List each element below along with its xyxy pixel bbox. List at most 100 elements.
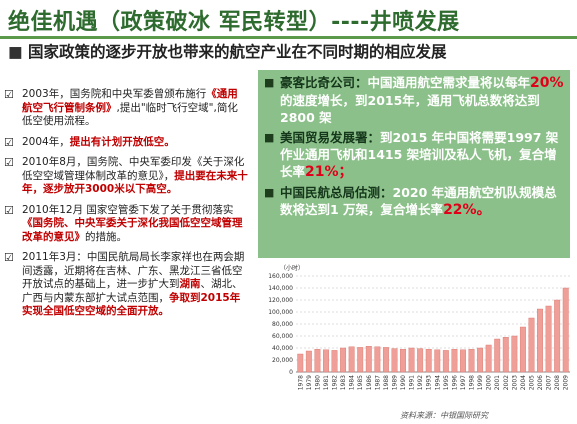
x-tick-label: 1982: [332, 375, 339, 390]
x-tick-label: 1996: [451, 375, 458, 390]
forecast-item: 美国贸易发展署：到2015 年中国将需要1997 架作业通用飞机和1415 架培…: [264, 129, 564, 181]
y-tick-label: 160,000: [268, 273, 293, 280]
forecast-source: 豪客比奇公司：: [280, 75, 368, 90]
x-tick-label: 2007: [546, 375, 553, 390]
bar: [391, 348, 398, 373]
bar: [519, 326, 526, 373]
forecast-source: 中国民航总局估测：: [280, 185, 393, 200]
title-rule: [0, 36, 577, 39]
text-run: 2010年8月，国务院、中央军委印发《关于深化低空空域管理体制改革的意见》，: [22, 156, 245, 182]
x-tick-label: 1989: [391, 375, 398, 390]
emphasis-text: 争取到2015年实现全国低空空域的全面开放。: [22, 291, 241, 318]
x-tick-label: 1979: [306, 375, 313, 390]
forecast-source: 美国贸易发展署：: [280, 130, 381, 145]
y-tick-label: 80,000: [272, 321, 293, 328]
bar: [494, 338, 501, 373]
bar: [511, 335, 518, 373]
emphasis-text: 湖南: [179, 278, 201, 290]
y-tick-label: 0: [289, 369, 293, 376]
text-run: ,提出"临时飞行空域",简化低空使用流程。: [22, 101, 238, 128]
bar: [374, 346, 381, 373]
x-tick-label: 1999: [477, 375, 484, 390]
bar: [348, 346, 355, 373]
emphasis-text: 提出有计划开放低空。: [69, 135, 175, 148]
x-tick-label: 1990: [400, 375, 407, 390]
policy-list: 2003年，国务院和中央军委曾颁布施行《通用航空飞行管制条例》,提出"临时飞行空…: [4, 88, 248, 326]
bar: [451, 348, 458, 373]
emphasis-text: 《通用航空飞行管制条例》: [22, 88, 238, 114]
forecast-item: 豪客比奇公司：中国通用航空需求量将以每年20% 的速度增长，到2015年，通用飞机…: [264, 74, 564, 126]
x-tick-label: 2000: [486, 375, 493, 390]
bar: [442, 350, 449, 373]
policy-item: 2004年，提出有计划开放低空。: [4, 136, 248, 150]
bar: [331, 350, 338, 373]
bar: [382, 347, 389, 373]
text-run: 、湖北、广西与内蒙东部扩大试点范围，: [22, 278, 243, 304]
bar: [340, 347, 347, 373]
bar: [460, 349, 466, 373]
x-tick-label: 1980: [314, 375, 321, 390]
x-tick-label: 1995: [443, 375, 450, 390]
bar: [314, 348, 321, 373]
policy-item: 2010年12月 国家空管委下发了关于贯彻落实《国务院、中央军委关于深化我国低空…: [4, 204, 248, 245]
x-tick-label: 1987: [374, 375, 381, 390]
forecast-item: 中国民航总局估测：2020 年通用航空机队规模总数将达到1 万架，复合增长率22…: [264, 184, 564, 219]
x-tick-label: 1984: [349, 375, 356, 390]
emphasis-text: 21%；: [305, 164, 353, 180]
emphasis-text: 提出要在未来十年，逐步放开3000米以下高空。: [22, 169, 248, 196]
subtitle: 国家政策的逐步开放也带来的航空产业在不同时期的相应发展: [8, 42, 568, 62]
x-tick-label: 2008: [554, 375, 561, 390]
x-tick-label: 1994: [434, 375, 441, 390]
text-run: 的速度增长，到2015年，通用飞机总数将达到2800 架: [280, 93, 540, 125]
x-tick-label: 1988: [383, 375, 390, 390]
x-tick-label: 1981: [323, 375, 330, 390]
bar: [545, 305, 552, 373]
x-tick-label: 1991: [409, 375, 416, 390]
text-run: 中国通用航空需求量将以每年: [367, 75, 531, 90]
unit-label: （小时）: [280, 264, 304, 272]
bar: [477, 347, 484, 373]
text-run: 到2015 年中国将需要1997 架作业通用飞机和1415 架培训及私人飞机，复…: [280, 130, 559, 179]
bar: [357, 347, 364, 373]
y-tick-label: 40,000: [272, 345, 293, 352]
bar: [562, 287, 569, 373]
policy-item: 2003年，国务院和中央军委曾颁布施行《通用航空飞行管制条例》,提出"临时飞行空…: [4, 88, 248, 129]
bar: [502, 336, 509, 373]
emphasis-text: 22%。: [443, 202, 491, 218]
x-tick-label: 1993: [426, 375, 433, 390]
x-tick-label: 1985: [357, 375, 364, 390]
bar: [537, 308, 543, 373]
x-tick-label: 1986: [366, 375, 373, 390]
bar: [425, 348, 432, 373]
x-tick-label: 2006: [537, 375, 544, 390]
bar: [528, 317, 535, 373]
bar: [365, 345, 372, 373]
y-tick-label: 140,000: [268, 285, 293, 292]
emphasis-text: 《国务院、中央军委关于深化我国低空空域管理改革的意见》: [22, 217, 243, 243]
y-tick-label: 100,000: [268, 309, 293, 316]
bar: [554, 299, 561, 373]
x-tick-label: 2002: [503, 375, 510, 390]
slide-title: 绝佳机遇（政策破冰 军民转型）----井喷发展: [8, 10, 460, 35]
y-tick-label: 20,000: [272, 357, 293, 364]
emphasis-text: 20%: [530, 75, 564, 91]
bar: [323, 349, 329, 373]
policy-item: 2010年8月，国务院、中央军委印发《关于深化低空空域管理体制改革的意见》，提出…: [4, 156, 248, 197]
source-note: 资料来源：中银国际研究: [400, 411, 488, 420]
x-tick-label: 1997: [460, 375, 467, 390]
x-tick-label: 1983: [340, 375, 347, 390]
y-tick-label: 120,000: [268, 297, 293, 304]
bar: [400, 348, 406, 373]
bar: [408, 347, 415, 373]
bar: [485, 344, 492, 373]
text-run: 2003年，国务院和中央军委曾颁布施行: [22, 88, 207, 100]
text-run: 2010年12月 国家空管委下发了关于贯彻落实: [22, 203, 234, 216]
bar: [417, 348, 424, 373]
x-tick-label: 1992: [417, 375, 424, 390]
chart: （小时） 0 20,000 40,000 60,000 80,000 100,000 120,…: [262, 262, 574, 410]
bar: [297, 353, 304, 373]
x-tick-label: 2001: [494, 375, 501, 390]
x-tick-label: 2004: [520, 375, 527, 390]
bar: [305, 350, 312, 373]
